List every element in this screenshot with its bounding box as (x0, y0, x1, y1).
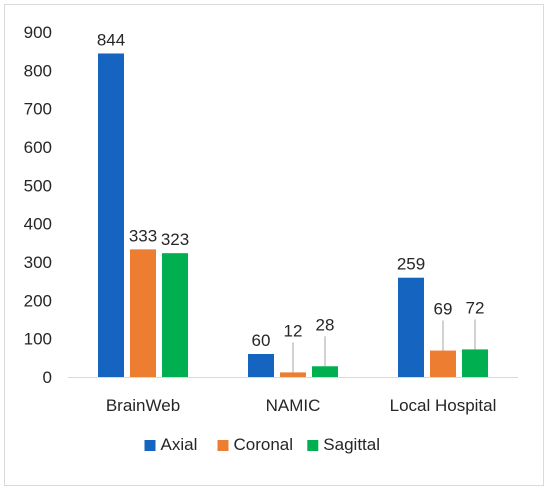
data-label: 60 (252, 331, 271, 350)
bar-sagittal-local-hospital (462, 349, 488, 377)
y-tick-label: 0 (43, 368, 52, 387)
y-tick-label: 100 (24, 330, 52, 349)
data-label: 333 (129, 226, 157, 245)
data-label: 323 (161, 230, 189, 249)
bar-sagittal-brainweb (162, 253, 188, 377)
bar-axial-namic (248, 354, 274, 377)
data-label: 259 (397, 255, 425, 274)
legend-label: Coronal (234, 435, 294, 454)
category-label: NAMIC (266, 396, 321, 415)
data-label: 12 (284, 321, 303, 340)
bar-coronal-brainweb (130, 249, 156, 377)
bar-coronal-local-hospital (430, 350, 456, 377)
chart-frame (4, 4, 544, 486)
category-label: BrainWeb (106, 396, 180, 415)
legend-swatch-axial (144, 440, 156, 451)
legend-label: Axial (161, 435, 198, 454)
y-tick-label: 800 (24, 61, 52, 80)
legend-swatch-coronal (217, 440, 229, 451)
bar-sagittal-namic (312, 366, 338, 377)
data-label: 844 (97, 30, 125, 49)
bar-axial-local-hospital (398, 277, 424, 377)
y-tick-label: 700 (24, 100, 52, 119)
y-tick-label: 600 (24, 138, 52, 157)
data-label: 72 (466, 298, 485, 317)
y-tick-label: 900 (24, 23, 52, 42)
data-label: 69 (434, 300, 453, 319)
bar-axial-brainweb (98, 53, 124, 377)
y-tick-label: 300 (24, 253, 52, 272)
legend-label: Sagittal (323, 435, 380, 454)
legend-swatch-sagittal (307, 440, 319, 451)
y-tick-label: 500 (24, 176, 52, 195)
category-label: Local Hospital (390, 396, 497, 415)
data-label: 28 (316, 315, 335, 334)
y-tick-label: 200 (24, 291, 52, 310)
bar-coronal-namic (280, 372, 306, 377)
y-tick-label: 400 (24, 215, 52, 234)
